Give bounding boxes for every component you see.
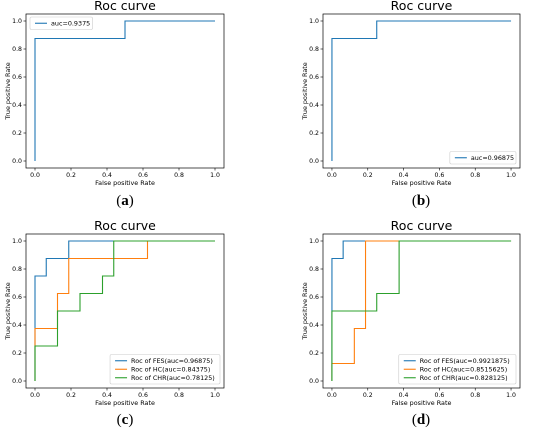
legend-box xyxy=(449,151,517,165)
y-tick-label: 0.4 xyxy=(12,102,22,109)
y-tick-label: 0.2 xyxy=(309,350,319,357)
x-axis-label: False positive Rate xyxy=(95,399,155,407)
y-tick-label: 1.0 xyxy=(12,238,22,245)
x-tick-label: 0.2 xyxy=(363,392,373,399)
legend: auc=0.96875 xyxy=(449,151,517,165)
legend-entry: Roc of FES(auc=0.9921875) xyxy=(420,357,510,365)
legend: Roc of FES(auc=0.96875)Roc of HC(auc=0.8… xyxy=(109,354,221,385)
y-axis-label: True positive Rate xyxy=(4,282,12,340)
x-axis-label: False positive Rate xyxy=(95,179,155,187)
roc-panel-1: Roc curve 0.0 0.2 0.4 0.6 0.8 1.0 0.0 0.2 0.4 0.6 0… xyxy=(4,0,225,209)
x-tick-label: 0.2 xyxy=(66,392,76,399)
x-tick-label: 0.0 xyxy=(30,392,40,399)
roc-panel-2: Roc curve 0.0 0.2 0.4 0.6 0.8 1.0 0.0 0.2 0.4 0.6 0… xyxy=(301,0,521,209)
x-tick-label: 1.0 xyxy=(210,172,220,179)
x-tick-label: 0.6 xyxy=(138,172,148,179)
roc-series-line-1 xyxy=(331,20,512,161)
y-tick-label: 0.2 xyxy=(12,130,22,137)
x-tick-label: 0.0 xyxy=(327,392,337,399)
y-tick-label: 0.6 xyxy=(309,294,319,301)
chart-title: Roc curve xyxy=(94,0,156,13)
legend: auc=0.9375 xyxy=(29,16,93,30)
x-tick-label: 1.0 xyxy=(506,392,516,399)
y-tick-label: 0.8 xyxy=(12,266,22,273)
x-tick-label: 0.4 xyxy=(399,392,409,399)
y-tick-label: 0.6 xyxy=(309,74,319,81)
panel-caption: (d) xyxy=(412,412,430,428)
y-axis-label: True positive Rate xyxy=(301,282,309,340)
y-axis-label: True positive Rate xyxy=(4,62,12,120)
x-tick-label: 1.0 xyxy=(210,392,220,399)
legend-entry: Roc of HC(auc=0.84375) xyxy=(131,365,210,373)
y-tick-label: 1.0 xyxy=(12,18,22,25)
x-tick-label: 0.2 xyxy=(363,172,373,179)
y-tick-label: 0.2 xyxy=(12,350,22,357)
x-tick-label: 0.6 xyxy=(434,172,444,179)
roc-series-line-3 xyxy=(331,240,512,381)
x-tick-label: 1.0 xyxy=(506,172,516,179)
x-tick-label: 0.8 xyxy=(174,172,184,179)
roc-series-line-3 xyxy=(34,240,215,381)
x-tick-label: 0.4 xyxy=(102,392,112,399)
roc-series-line-1 xyxy=(34,240,215,381)
y-tick-label: 0.8 xyxy=(12,46,22,53)
axes-frame xyxy=(322,13,521,169)
y-tick-label: 0.4 xyxy=(12,322,22,329)
chart-title: Roc curve xyxy=(391,0,453,13)
x-tick-label: 0.0 xyxy=(327,172,337,179)
y-tick-label: 0.6 xyxy=(12,294,22,301)
y-tick-label: 0.0 xyxy=(12,158,22,165)
chart-title: Roc curve xyxy=(391,218,453,233)
y-axis-label: True positive Rate xyxy=(301,62,309,120)
legend-entry: auc=0.9375 xyxy=(51,19,90,27)
x-tick-label: 0.8 xyxy=(174,392,184,399)
y-tick-label: 0.8 xyxy=(309,46,319,53)
x-axis-label: False positive Rate xyxy=(392,179,452,187)
x-axis-label: False positive Rate xyxy=(392,399,452,407)
y-tick-label: 0.0 xyxy=(309,378,319,385)
panel-caption: (a) xyxy=(116,193,134,209)
y-tick-label: 0.4 xyxy=(309,102,319,109)
axes-frame xyxy=(25,13,225,169)
y-tick-label: 0.0 xyxy=(309,158,319,165)
y-tick-label: 0.8 xyxy=(309,266,319,273)
y-tick-label: 0.6 xyxy=(12,74,22,81)
axes-frame xyxy=(322,233,521,389)
panel-caption: (b) xyxy=(412,193,430,209)
roc-panel-4: Roc curve 0.0 0.2 0.4 0.6 0.8 1.0 0.0 0.2 0.4 0.6 0… xyxy=(301,218,521,428)
axes-frame xyxy=(25,233,225,389)
x-tick-label: 0.4 xyxy=(102,172,112,179)
legend-box xyxy=(29,16,93,30)
y-tick-label: 1.0 xyxy=(309,18,319,25)
legend-box xyxy=(398,354,517,385)
x-tick-label: 0.4 xyxy=(399,172,409,179)
y-tick-label: 1.0 xyxy=(309,238,319,245)
x-tick-label: 0.6 xyxy=(138,392,148,399)
legend-box xyxy=(109,354,221,385)
legend-entry: auc=0.96875 xyxy=(471,154,514,162)
roc-series-line-1 xyxy=(34,20,215,161)
x-tick-label: 0.8 xyxy=(470,392,480,399)
roc-panel-3: Roc curve 0.0 0.2 0.4 0.6 0.8 1.0 0.0 0.2 0.4 0.6 0… xyxy=(4,218,225,428)
y-tick-label: 0.0 xyxy=(12,378,22,385)
y-tick-label: 0.4 xyxy=(309,322,319,329)
y-tick-label: 0.2 xyxy=(309,130,319,137)
x-tick-label: 0.6 xyxy=(434,392,444,399)
legend: Roc of FES(auc=0.9921875)Roc of HC(auc=0… xyxy=(398,354,517,385)
chart-title: Roc curve xyxy=(94,218,156,233)
x-tick-label: 0.0 xyxy=(30,172,40,179)
roc-series-line-2 xyxy=(34,240,215,381)
panel-caption: (c) xyxy=(117,412,134,428)
legend-entry: Roc of CHR(auc=0.78125) xyxy=(131,374,215,382)
x-tick-label: 0.2 xyxy=(66,172,76,179)
legend-entry: Roc of HC(auc=0.8515625) xyxy=(420,365,507,373)
legend-entry: Roc of CHR(auc=0.828125) xyxy=(420,374,508,382)
legend-entry: Roc of FES(auc=0.96875) xyxy=(131,357,213,365)
x-tick-label: 0.8 xyxy=(470,172,480,179)
